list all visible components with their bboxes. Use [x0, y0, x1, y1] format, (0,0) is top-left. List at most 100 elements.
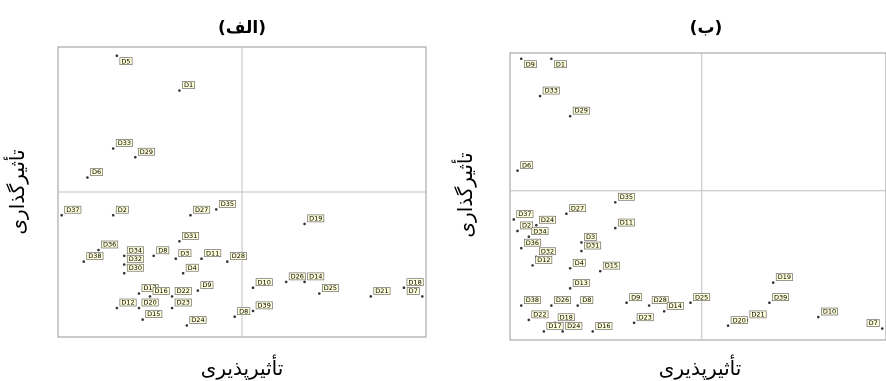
data-label: D14: [669, 302, 682, 310]
data-label: D17: [143, 284, 156, 292]
data-label-box: [693, 293, 711, 301]
data-label: D2: [118, 206, 127, 214]
data-label: D24: [191, 316, 204, 324]
chart-b-point-d8: D8: [576, 296, 594, 307]
chart-a-point-d11: D11: [200, 249, 222, 261]
chart-a-point-d24: D24: [185, 316, 207, 327]
data-point-marker: [122, 254, 126, 258]
data-label-box: [617, 192, 635, 201]
data-point-marker: [519, 304, 523, 307]
data-label-box: [539, 247, 556, 256]
data-point-marker: [817, 315, 820, 319]
chart-a: (الف) D5 D1 D33 D29 D6 D37 D2 D27 D35 D19 D31 D36 D8…: [3, 18, 427, 381]
chart-a-point-d28: D28: [225, 252, 247, 263]
chart-b-point-d24: D24: [535, 216, 556, 227]
chart-a-point-d30: D30: [122, 264, 144, 275]
data-label: D33: [118, 139, 131, 147]
data-label: D21: [751, 311, 764, 319]
data-point-marker: [196, 289, 200, 292]
data-label: D9: [202, 281, 211, 289]
data-label: D39: [258, 302, 271, 310]
data-label-box: [101, 240, 119, 249]
data-point-marker: [178, 89, 181, 92]
data-label-box: [584, 233, 597, 241]
data-point-marker: [115, 54, 119, 57]
data-label-box: [572, 106, 590, 115]
chart-a-point-d7: D7: [406, 287, 424, 298]
data-label-box: [520, 161, 534, 169]
data-label-box: [772, 293, 790, 301]
data-label: D19: [778, 273, 791, 281]
data-label: D27: [571, 204, 584, 212]
chart-b-point-d13: D13: [568, 279, 590, 290]
data-label: D35: [620, 193, 633, 201]
data-point-marker: [535, 223, 538, 227]
chart-b-point-d22: D22: [527, 310, 549, 322]
data-label: D9: [526, 60, 535, 68]
data-label-box: [145, 310, 163, 318]
data-label-box: [156, 246, 170, 255]
data-point-marker: [251, 286, 255, 290]
data-label-box: [406, 278, 424, 287]
chart-b-point-d28: D28: [647, 296, 669, 307]
data-point-marker: [122, 263, 126, 266]
data-point-marker: [181, 271, 185, 275]
data-label-box: [554, 60, 567, 69]
data-label-box: [651, 296, 669, 304]
data-label: D8: [239, 307, 248, 315]
chart-a-y-axis-label: تأثیرگذاری: [3, 149, 29, 234]
data-label-box: [115, 205, 129, 214]
data-label-box: [406, 287, 420, 295]
data-point-marker: [137, 292, 141, 295]
chart-b-point-d39: D39: [768, 293, 790, 304]
chart-a-point-d26: D26: [284, 273, 306, 284]
data-label: D11: [620, 219, 633, 227]
data-point-marker: [141, 318, 144, 321]
data-label-box: [629, 293, 643, 301]
data-label: D1: [184, 81, 193, 89]
data-label-box: [321, 284, 339, 292]
data-label-box: [182, 81, 195, 89]
chart-a-point-d38: D38: [82, 252, 104, 263]
data-label: D22: [533, 311, 546, 319]
chart-b-point-d20: D20: [726, 316, 748, 327]
data-label-box: [602, 261, 620, 270]
data-label-box: [531, 310, 549, 319]
data-label: D15: [605, 262, 618, 270]
data-label-box: [237, 307, 251, 316]
data-label: D21: [375, 287, 388, 295]
data-label-box: [569, 204, 587, 213]
data-label-box: [200, 281, 214, 289]
data-label: D37: [66, 206, 79, 214]
data-point-marker: [170, 295, 174, 298]
chart-a-point-d32: D32: [122, 255, 144, 266]
data-label-box: [178, 249, 192, 257]
data-point-marker: [86, 176, 89, 179]
data-label-box: [572, 258, 586, 267]
chart-b-point-d31: D31: [580, 242, 602, 253]
chart-b-point-d21: D21: [745, 311, 767, 322]
data-label-box: [775, 273, 793, 281]
chart-a-point-d6: D6: [86, 168, 103, 179]
chart-a-point-d23: D23: [170, 299, 192, 310]
data-point-marker: [662, 310, 666, 313]
data-point-marker: [317, 292, 321, 295]
data-point-marker: [512, 218, 516, 221]
data-point-marker: [880, 327, 884, 330]
data-label: D30: [129, 264, 142, 272]
data-label: D29: [140, 148, 153, 156]
data-point-marker: [200, 257, 203, 261]
chart-a-point-d8: D8: [233, 307, 251, 319]
data-label: D34: [533, 227, 546, 235]
data-label-box: [572, 279, 590, 287]
data-point-marker: [550, 304, 553, 307]
chart-b-point-d37: D37: [512, 210, 534, 221]
chart-b-point-d9: D9: [625, 293, 643, 304]
chart-b-point-d34: D34: [527, 227, 549, 238]
data-point-marker: [369, 295, 373, 298]
chart-a-point-d22: D22: [170, 287, 192, 298]
data-point-marker: [771, 281, 775, 284]
data-label: D18: [560, 313, 573, 321]
data-point-marker: [303, 222, 306, 226]
chart-b-point-d3: D3: [580, 233, 597, 244]
